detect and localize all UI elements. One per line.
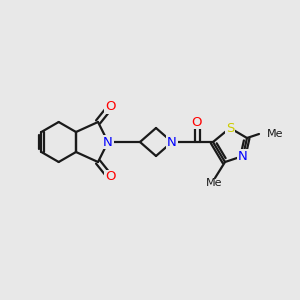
Text: N: N	[238, 149, 248, 163]
Text: Me: Me	[206, 178, 222, 188]
Text: O: O	[192, 116, 202, 128]
Text: O: O	[105, 100, 115, 113]
Text: Me: Me	[267, 129, 284, 139]
Text: N: N	[167, 136, 177, 148]
Text: S: S	[226, 122, 234, 134]
Text: N: N	[103, 136, 113, 148]
Text: O: O	[105, 170, 115, 184]
